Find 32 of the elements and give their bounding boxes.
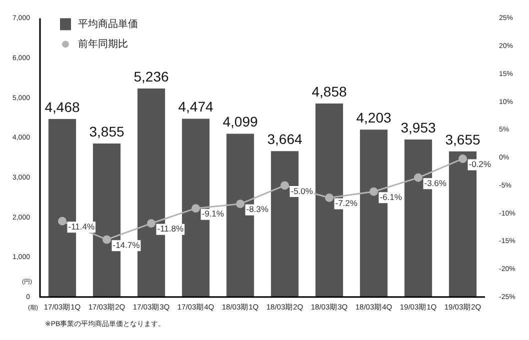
data-label: 5,236 — [134, 68, 169, 84]
data-label: 3,655 — [445, 131, 480, 148]
data-label: -11.4% — [68, 222, 95, 232]
data-label: 4,099 — [222, 114, 258, 130]
data-label: 4,468 — [44, 98, 80, 115]
data-label: -3.6% — [424, 178, 447, 188]
point — [280, 181, 289, 190]
data-label: -9.1% — [202, 208, 224, 219]
point — [58, 216, 66, 226]
data-label: 4,474 — [178, 98, 214, 115]
data-label: -0.2% — [468, 159, 492, 170]
legend-label: 平均商品単価 — [78, 18, 138, 30]
point — [147, 219, 156, 228]
data-label: 3,664 — [267, 130, 302, 147]
data-label: 4,858 — [312, 83, 347, 100]
point — [325, 193, 334, 202]
data-label: -5.0% — [290, 186, 314, 196]
data-label: -6.1% — [380, 192, 402, 202]
data-label: -11.8% — [157, 224, 184, 234]
data-label: 3,953 — [400, 119, 436, 136]
data-label: 4,203 — [356, 109, 392, 126]
data-label: -8.3% — [246, 204, 269, 214]
point — [414, 173, 422, 182]
data-label: -7.2% — [335, 198, 358, 208]
legend-label: 前年同期比 — [78, 38, 128, 50]
data-label: -14.7% — [112, 240, 140, 250]
point — [370, 187, 378, 196]
data-label: 3,855 — [89, 123, 124, 140]
point — [192, 204, 200, 213]
point — [102, 235, 111, 244]
point — [236, 200, 244, 208]
point — [458, 154, 467, 163]
